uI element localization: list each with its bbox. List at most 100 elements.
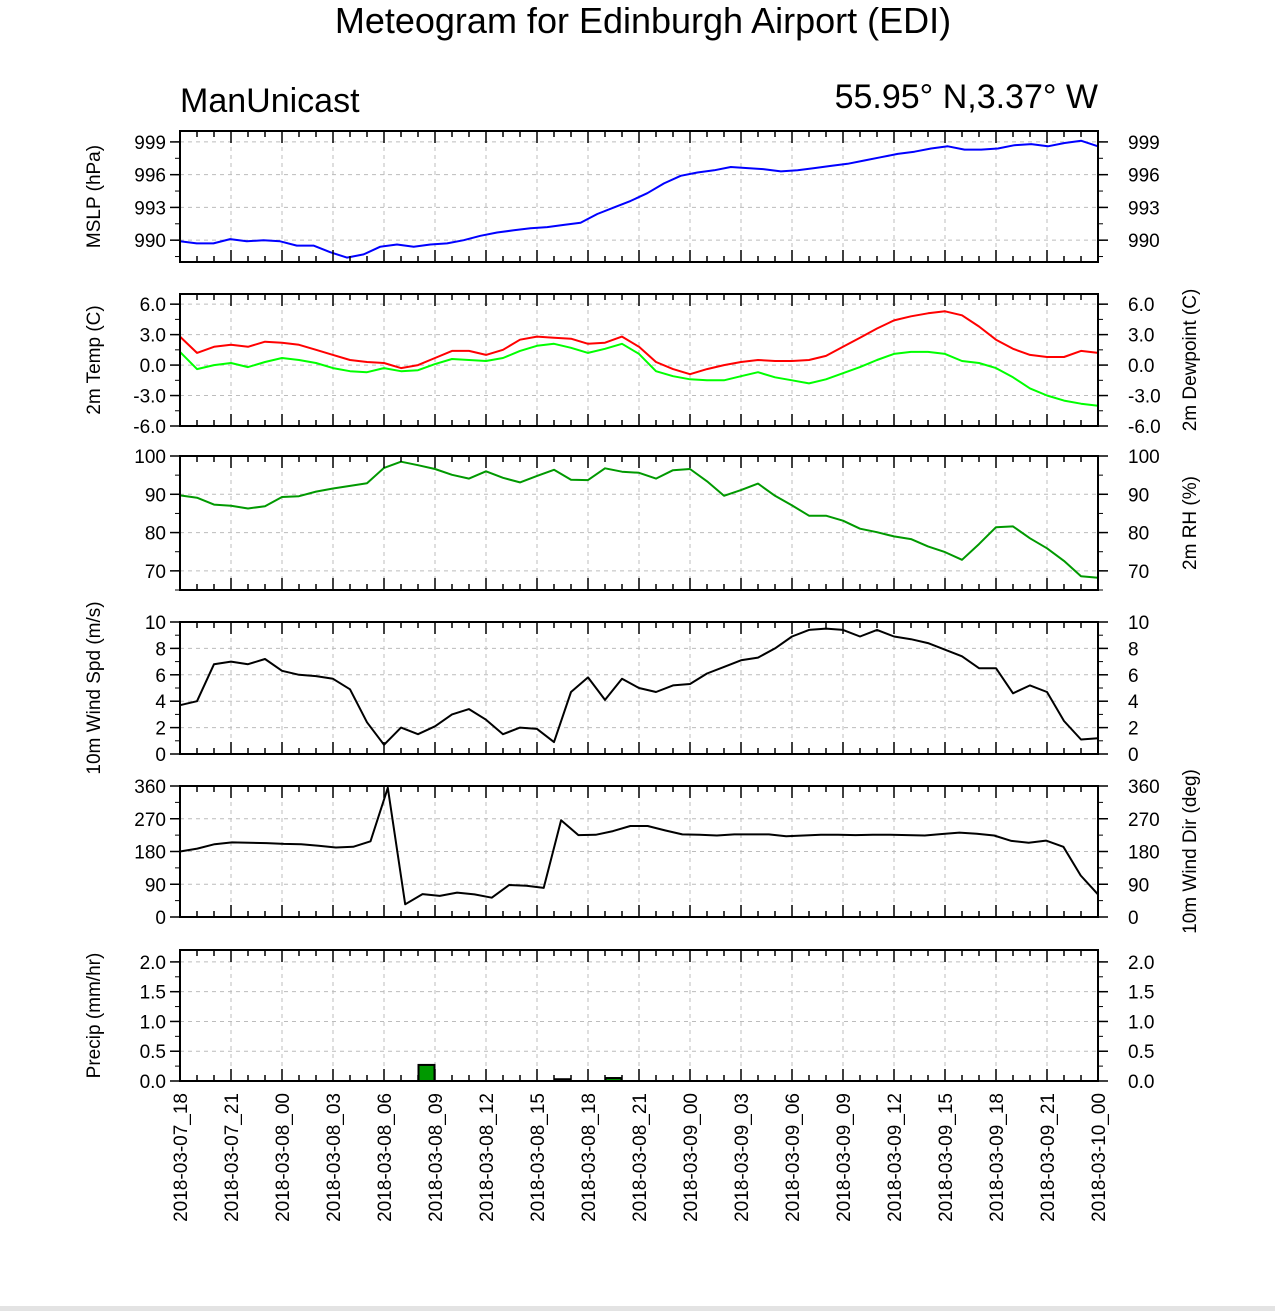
y-axis-label-left: MSLP (hPa) xyxy=(84,145,105,248)
y-tick-label-left: 80 xyxy=(145,524,166,545)
panel-wind_speed: 0 0 2 2 4 4 6 6 8 8 10 10 10m Wind Spd (m/s) xyxy=(84,601,1149,774)
x-tick-label: 2018-03-08_21 xyxy=(630,1093,651,1222)
y-axis-label-left: 2m Temp (C) xyxy=(84,305,105,414)
series-line-wind_speed-0 xyxy=(179,627,1099,746)
y-tick-label-right: 1.5 xyxy=(1128,983,1154,1004)
y-tick-label-right: 2 xyxy=(1128,719,1139,740)
y-tick-label-left: 8 xyxy=(155,639,166,660)
x-axis-labels: 2018-03-07_18 2018-03-07_21 2018-03-08_00 2… xyxy=(171,1093,1110,1222)
x-tick-label: 2018-03-08_03 xyxy=(324,1093,345,1222)
x-tick-label: 2018-03-09_00 xyxy=(681,1093,702,1222)
bottom-rule xyxy=(0,1306,1275,1311)
x-tick-label: 2018-03-09_03 xyxy=(732,1093,753,1222)
series-line-rh-0 xyxy=(179,460,1099,579)
y-tick-label-right: 993 xyxy=(1128,198,1160,219)
y-tick-label-right: 8 xyxy=(1128,639,1139,660)
x-tick-label: 2018-03-08_12 xyxy=(477,1093,498,1222)
y-tick-label-right: -3.0 xyxy=(1128,387,1161,408)
y-tick-label-left: 90 xyxy=(145,485,166,506)
x-tick-label: 2018-03-08_06 xyxy=(375,1093,396,1222)
y-tick-label-left: 270 xyxy=(134,810,166,831)
y-tick-label-right: 0.5 xyxy=(1128,1042,1154,1063)
y-tick-label-right: 80 xyxy=(1128,524,1149,545)
y-axis-label-right: 10m Wind Dir (deg) xyxy=(1180,769,1201,934)
series-line-temperature-1 xyxy=(179,342,1099,407)
y-tick-label-left: 70 xyxy=(145,562,166,583)
x-tick-label: 2018-03-09_15 xyxy=(936,1093,957,1222)
y-tick-label-left: 0.5 xyxy=(140,1042,166,1063)
y-tick-label-left: 3.0 xyxy=(140,326,166,347)
y-tick-label-left: 180 xyxy=(134,843,166,864)
y-tick-label-left: 360 xyxy=(134,777,166,798)
y-axis-label-right: 2m RH (%) xyxy=(1180,476,1201,570)
y-tick-label-left: 0 xyxy=(155,745,166,766)
y-tick-label-right: 90 xyxy=(1128,485,1149,506)
y-tick-label-right: 6 xyxy=(1128,666,1139,687)
x-tick-label: 2018-03-09_12 xyxy=(885,1093,906,1222)
panel-frame xyxy=(179,949,1099,1082)
panels-group: 990 990 993 993 996 996 999 999 MSLP (hPa) -6.0 -6… xyxy=(84,130,1201,1222)
y-tick-label-left: -3.0 xyxy=(133,387,166,408)
y-tick-label-right: 70 xyxy=(1128,562,1149,583)
y-tick-label-right: 180 xyxy=(1128,843,1160,864)
y-tick-label-left: 2.0 xyxy=(140,953,166,974)
y-tick-label-right: -6.0 xyxy=(1128,417,1161,438)
location-label: 55.95° N,3.37° W xyxy=(835,78,1098,116)
x-tick-label: 2018-03-09_09 xyxy=(834,1093,855,1222)
panel-mslp: 990 990 993 993 996 996 999 999 MSLP (hPa) xyxy=(84,130,1160,263)
y-tick-label-left: 990 xyxy=(134,231,166,252)
x-tick-label: 2018-03-08_00 xyxy=(273,1093,294,1222)
panel-precip: 0.0 0.0 0.5 0.5 1.0 1.0 1.5 1.5 2.0 2.0 Precip (mm… xyxy=(84,949,1154,1093)
precip-bar xyxy=(417,1063,436,1083)
panel-frame xyxy=(179,130,1099,263)
y-tick-label-left: 0.0 xyxy=(140,356,166,377)
y-axis-label-left: Precip (mm/hr) xyxy=(84,953,105,1079)
y-tick-label-right: 10 xyxy=(1128,613,1149,634)
y-tick-label-left: 4 xyxy=(155,692,166,713)
panel-temperature: -6.0 -6.0 -3.0 -3.0 0.0 0.0 3.0 3.0 6.0 6.0 2m Tem… xyxy=(84,289,1201,438)
y-tick-label-right: 0 xyxy=(1128,745,1139,766)
y-tick-label-right: 4 xyxy=(1128,692,1139,713)
panel-frame xyxy=(179,621,1099,755)
y-tick-label-left: 2 xyxy=(155,719,166,740)
y-tick-label-right: 6.0 xyxy=(1128,295,1154,316)
y-tick-label-left: 996 xyxy=(134,166,166,187)
y-tick-label-left: 6 xyxy=(155,666,166,687)
series-line-temperature-0 xyxy=(179,310,1099,376)
panel-frame xyxy=(179,293,1099,427)
y-tick-label-left: 10 xyxy=(145,613,166,634)
y-axis-label-right: 2m Dewpoint (C) xyxy=(1180,289,1201,432)
x-tick-label: 2018-03-09_06 xyxy=(783,1093,804,1222)
y-tick-label-left: 0 xyxy=(155,908,166,929)
y-tick-label-left: 100 xyxy=(134,447,166,468)
y-tick-label-right: 1.0 xyxy=(1128,1012,1154,1033)
y-tick-label-right: 3.0 xyxy=(1128,326,1154,347)
y-tick-label-left: 993 xyxy=(134,198,166,219)
y-tick-label-right: 0 xyxy=(1128,908,1139,929)
y-tick-label-right: 90 xyxy=(1128,875,1149,896)
y-tick-label-right: 999 xyxy=(1128,133,1160,154)
y-tick-label-left: 999 xyxy=(134,133,166,154)
x-tick-label: 2018-03-07_18 xyxy=(171,1093,192,1222)
y-tick-label-left: 6.0 xyxy=(140,295,166,316)
chart-title: Meteogram for Edinburgh Airport (EDI) xyxy=(335,0,951,41)
y-tick-label-right: 996 xyxy=(1128,166,1160,187)
y-tick-label-right: 0.0 xyxy=(1128,1072,1154,1093)
x-tick-label: 2018-03-08_18 xyxy=(579,1093,600,1222)
panel-frame xyxy=(179,455,1099,591)
y-tick-label-left: 1.5 xyxy=(140,983,166,1004)
panel-wind_dir: 0 0 90 90 180 180 270 270 360 360 10m Wind Dir (de… xyxy=(134,769,1201,934)
y-tick-label-left: 1.0 xyxy=(140,1012,166,1033)
y-tick-label-left: 90 xyxy=(145,875,166,896)
x-tick-label: 2018-03-07_21 xyxy=(222,1093,243,1222)
y-tick-label-right: 990 xyxy=(1128,231,1160,252)
series-line-wind_dir-0 xyxy=(179,786,1099,906)
model-label: ManUnicast xyxy=(180,82,360,120)
y-axis-label-left: 10m Wind Spd (m/s) xyxy=(84,601,105,774)
x-tick-label: 2018-03-09_18 xyxy=(987,1093,1008,1222)
x-tick-label: 2018-03-09_21 xyxy=(1038,1093,1059,1222)
x-tick-label: 2018-03-08_09 xyxy=(426,1093,447,1222)
y-tick-label-left: -6.0 xyxy=(133,417,166,438)
y-tick-label-left: 0.0 xyxy=(140,1072,166,1093)
